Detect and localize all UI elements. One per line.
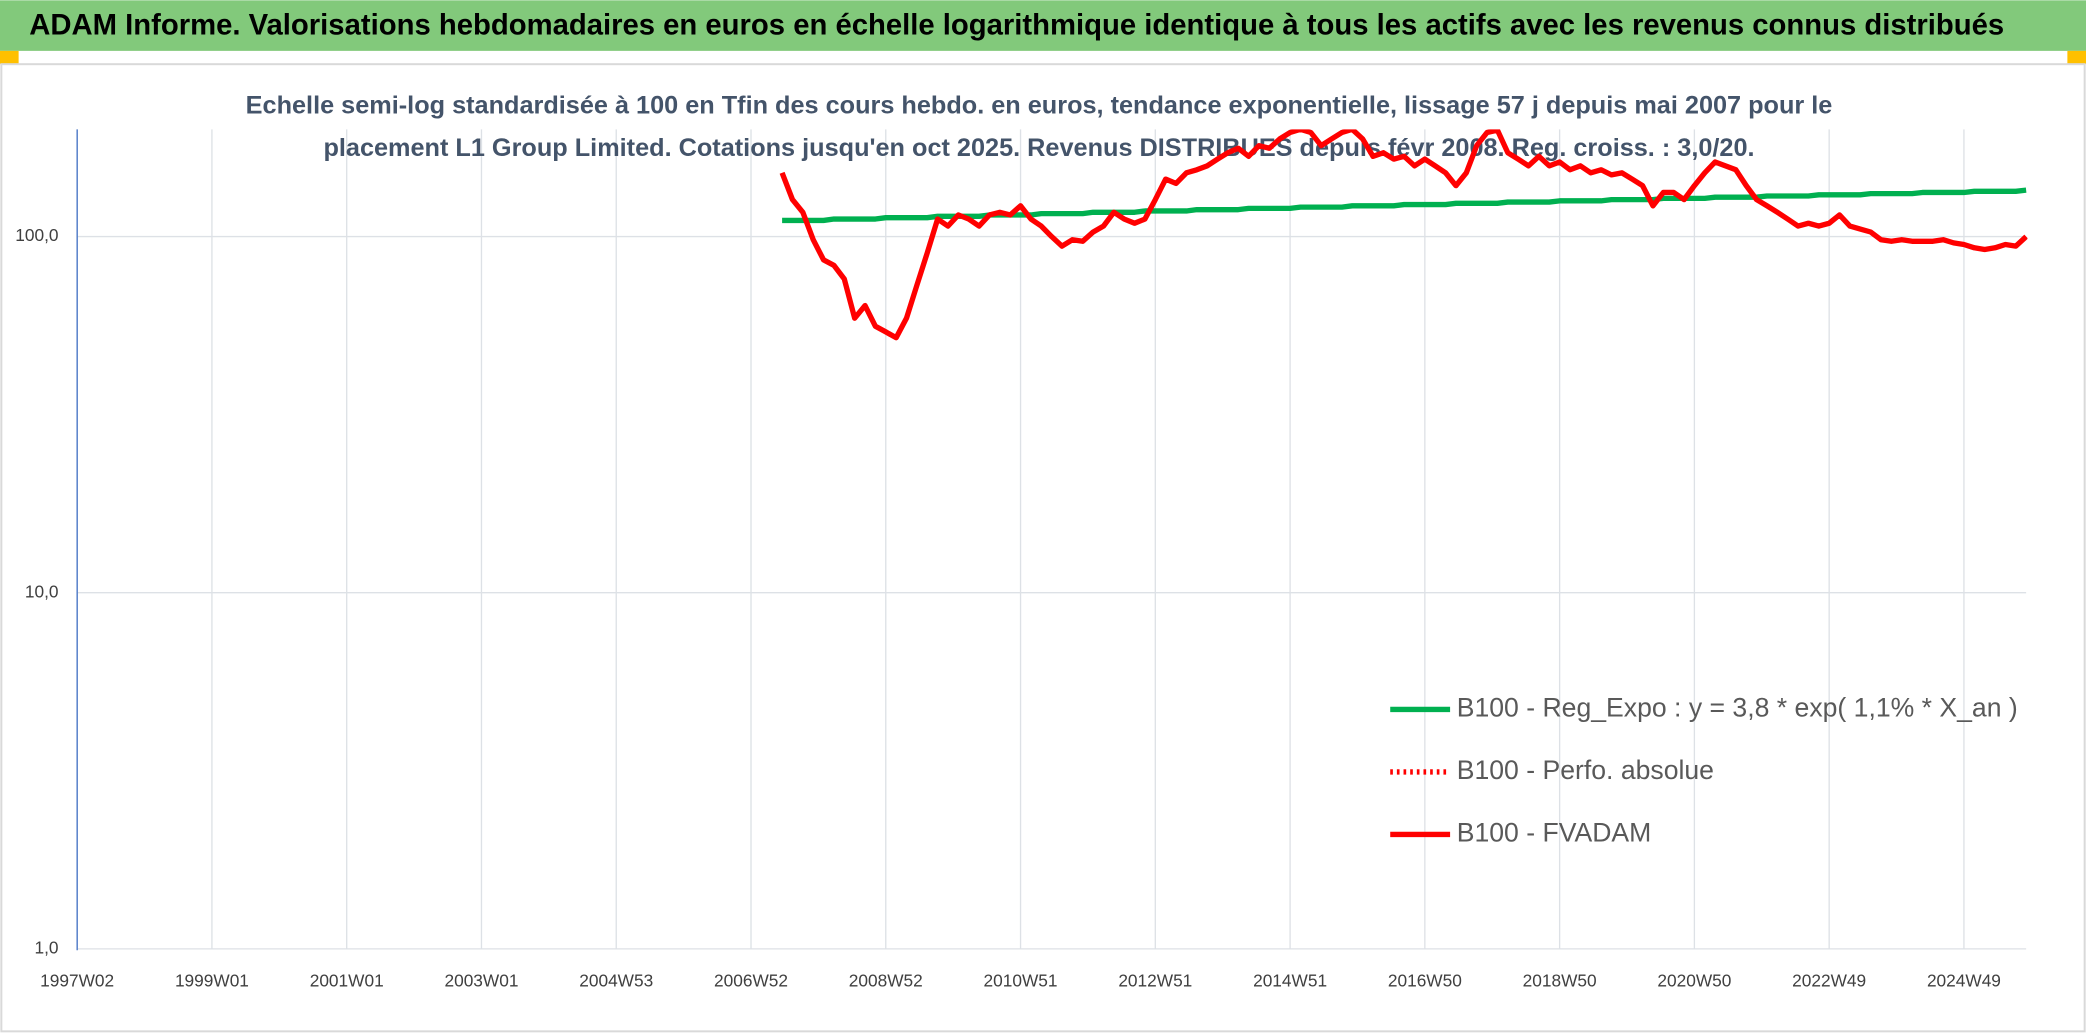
x-tick-label: 2012W51 (1118, 971, 1192, 991)
x-tick-label: 2003W01 (444, 971, 518, 991)
legend-label: B100 - FVADAM (1457, 817, 1652, 847)
series-line (779, 129, 2028, 341)
x-tick-label: 2001W01 (310, 971, 384, 991)
plot-area (779, 129, 2028, 341)
legend-label: B100 - Perfo. absolue (1457, 755, 1714, 785)
x-tick-label: 1999W01 (175, 971, 249, 991)
chart-title: ADAM Informe. Valorisations hebdomadaire… (29, 10, 2004, 42)
x-tick-label: 2006W52 (714, 971, 788, 991)
legend-label: B100 - Reg_Expo : y = 3,8 * exp( 1,1% * … (1457, 692, 2018, 722)
x-tick-label: 2018W50 (1523, 971, 1597, 991)
y-tick-label: 100,0 (15, 225, 58, 245)
corner-mark (2067, 50, 2086, 65)
x-tick-label: 2014W51 (1253, 971, 1327, 991)
chart-frame (0, 63, 2086, 1033)
x-tick-label: 2022W49 (1792, 971, 1866, 991)
legend: B100 - Reg_Expo : y = 3,8 * exp( 1,1% * … (1390, 692, 2018, 847)
x-tick-label: 2020W50 (1657, 971, 1731, 991)
x-tick-label: 1997W02 (40, 971, 114, 991)
chart-subtitle: Echelle semi-log standardisée à 100 en T… (246, 91, 1833, 119)
x-tick-label: 2016W50 (1388, 971, 1462, 991)
x-tick-label: 2024W49 (1927, 971, 2001, 991)
x-tick-label: 2010W51 (984, 971, 1058, 991)
corner-mark (0, 50, 19, 65)
y-tick-label: 10,0 (25, 581, 59, 601)
x-tick-label: 2004W53 (579, 971, 653, 991)
y-tick-label: 1,0 (35, 937, 59, 957)
header-bar (0, 0, 2086, 51)
x-tick-label: 2008W52 (849, 971, 923, 991)
